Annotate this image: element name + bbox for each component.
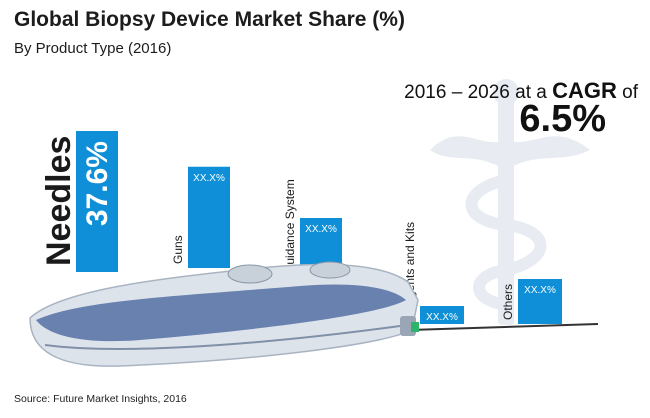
cagr-statement: 2016 – 2026 at a CAGR of <box>404 78 638 104</box>
cagr-label: CAGR <box>552 78 617 103</box>
chart-subtitle: By Product Type (2016) <box>14 40 172 57</box>
bar-reagents-and-kits <box>420 306 464 324</box>
category-label: Others <box>501 284 515 320</box>
bar-others <box>518 279 562 324</box>
source-note: Source: Future Market Insights, 2016 <box>14 393 187 405</box>
data-label: XX.X% <box>524 285 556 296</box>
caduceus-watermark <box>430 79 590 325</box>
bar-needles <box>76 131 118 272</box>
biopsy-device-illustration <box>29 261 599 367</box>
cagr-value: 6.5% <box>519 98 606 140</box>
data-label: XX.X% <box>305 224 337 235</box>
category-label: Needles <box>40 136 78 266</box>
cagr-years: 2016 – 2026 <box>404 82 510 103</box>
cagr-connector: at a <box>509 82 553 103</box>
data-label: XX.X% <box>426 312 458 323</box>
category-label: Guidance System <box>283 179 297 274</box>
bars-group: 37.6%Needles XX.X% Guns XX.X% Guidance Syste… <box>40 131 562 324</box>
cagr-of: of <box>616 82 638 103</box>
data-label: 37.6% <box>81 141 114 226</box>
bar-guns <box>188 166 230 268</box>
chart-title: Global Biopsy Device Market Share (%) <box>14 8 405 31</box>
category-label: Guns <box>171 235 185 264</box>
data-label: XX.X% <box>193 173 225 184</box>
